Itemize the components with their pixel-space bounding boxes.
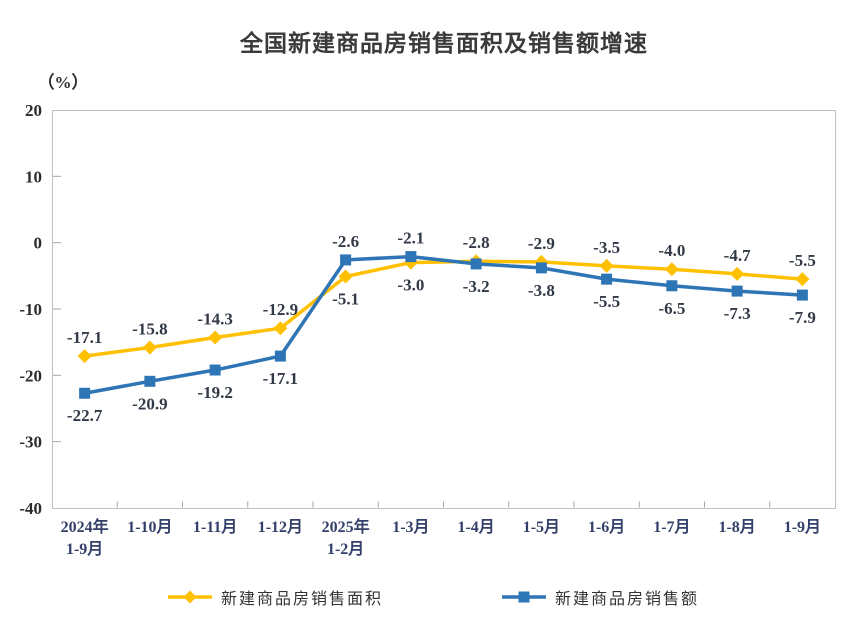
y-axis-tick-label: -20 [19,366,42,385]
square-marker-icon [405,251,417,263]
data-label: -7.3 [724,304,751,323]
data-label: -4.0 [658,241,685,260]
legend-label-sales-value: 新建商品房销售额 [555,591,700,608]
diamond-marker-icon [730,266,745,281]
data-label: -14.3 [197,310,232,329]
y-axis-tick-label: -40 [19,499,42,518]
data-label: -2.9 [528,234,555,253]
data-label: -15.8 [132,319,167,338]
square-marker-icon [470,258,482,270]
x-axis-category-label: 1-12月 [258,518,303,536]
square-marker-icon [666,280,678,292]
square-marker-icon [796,289,808,301]
square-marker-icon [601,273,613,285]
data-label: -3.5 [593,238,620,257]
y-axis-tick-label: 20 [25,101,42,120]
data-label: -6.5 [658,299,685,318]
chart-title: 全国新建商品房销售面积及销售额增速 [240,30,648,56]
data-label: -7.9 [789,308,816,327]
data-label: -2.8 [463,233,490,252]
data-label: -5.1 [332,289,359,308]
data-label: -19.2 [197,383,232,402]
diamond-marker-icon [142,340,157,355]
plot-area-border [52,110,836,509]
diamond-marker-icon [795,272,810,287]
data-label: -2.6 [332,232,359,251]
x-axis-category-label: 1-11月 [193,518,237,536]
x-axis-category-label: 1-4月 [457,518,494,536]
y-axis-tick-label: -30 [19,433,42,452]
diamond-marker-icon [338,269,353,284]
diamond-marker-icon [664,262,679,277]
data-label: -22.7 [67,406,103,425]
x-axis-category-label: 1-8月 [718,518,755,536]
sales-area-series-marker-icon [167,590,212,604]
x-axis-category-label: 1-7月 [653,518,690,536]
data-label: -3.0 [397,276,424,295]
diamond-marker-icon [273,321,288,336]
square-marker-icon [209,364,221,376]
sales-value-series-marker-icon [502,591,546,603]
data-label: -5.5 [593,292,620,311]
y-axis-tick-label: -10 [19,300,42,319]
legend: 新建商品房销售面积 新建商品房销售额 [0,585,866,609]
square-marker-icon [340,254,352,266]
square-marker-icon [144,375,156,387]
diamond-marker-icon [77,349,92,364]
data-label: -17.1 [67,328,102,347]
square-marker-icon [79,387,91,399]
square-marker-icon [535,262,547,274]
legend-item-sales-area: 新建商品房销售面积 [167,585,383,609]
y-axis-tick-label: 0 [34,234,43,253]
data-label: -2.1 [397,229,424,248]
x-axis-category-label: 1-6月 [588,518,625,536]
x-axis-category-label: 2024年 1-9月 [61,517,109,558]
legend-label-sales-area: 新建商品房销售面积 [220,591,383,608]
y-axis-unit-label: （%） [37,73,89,92]
data-label: -5.5 [789,251,816,270]
diamond-marker-icon [208,330,223,345]
data-label: -3.2 [463,277,490,296]
square-marker-icon [731,285,743,297]
data-label: -3.8 [528,281,555,300]
legend-item-sales-value: 新建商品房销售额 [501,585,699,609]
y-axis-tick-label: 10 [25,167,42,186]
data-label: -12.9 [263,300,298,319]
x-axis-category-label: 1-5月 [523,518,560,536]
square-marker-icon [274,350,286,362]
data-label: -20.9 [132,394,167,413]
chart-canvas: 20 10 0 -10 -20 -30 -40 2024年 1-9月 1-10月 1-11月 1-12… [19,101,836,558]
x-axis-category-label: 1-3月 [392,518,429,536]
x-axis-category-label: 1-10月 [127,518,172,536]
series-line-1 [84,254,803,395]
data-label: -4.7 [724,246,751,265]
x-axis-category-label: 1-9月 [784,518,821,536]
series-line-0 [84,259,803,358]
x-axis-category-label: 2025年 1-2月 [322,517,370,558]
diamond-marker-icon [599,258,614,273]
data-label: -17.1 [263,369,298,388]
